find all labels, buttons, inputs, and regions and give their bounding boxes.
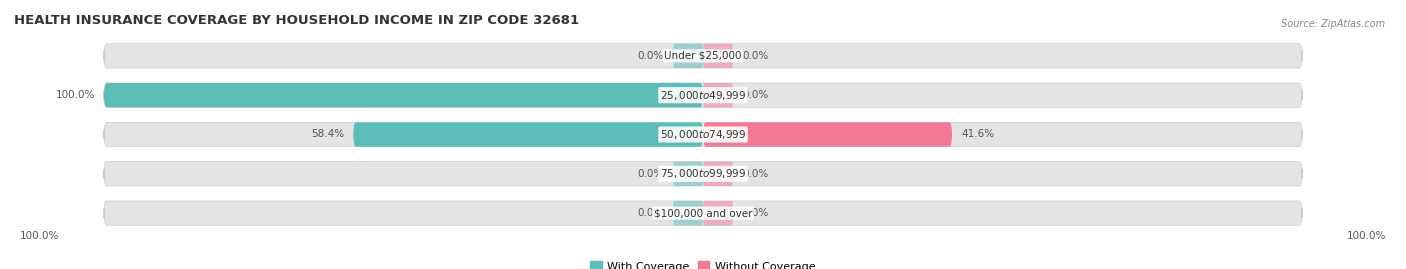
FancyBboxPatch shape [104, 44, 1302, 68]
FancyBboxPatch shape [104, 83, 1302, 107]
Text: 0.0%: 0.0% [638, 208, 664, 218]
Text: $100,000 and over: $100,000 and over [654, 208, 752, 218]
Text: Under $25,000: Under $25,000 [664, 51, 742, 61]
FancyBboxPatch shape [673, 44, 703, 68]
Text: 0.0%: 0.0% [742, 208, 768, 218]
Text: 41.6%: 41.6% [962, 129, 994, 140]
Text: 0.0%: 0.0% [638, 169, 664, 179]
Text: Source: ZipAtlas.com: Source: ZipAtlas.com [1281, 19, 1385, 29]
Text: 58.4%: 58.4% [311, 129, 344, 140]
FancyBboxPatch shape [104, 201, 1302, 225]
FancyBboxPatch shape [673, 201, 703, 225]
Text: HEALTH INSURANCE COVERAGE BY HOUSEHOLD INCOME IN ZIP CODE 32681: HEALTH INSURANCE COVERAGE BY HOUSEHOLD I… [14, 14, 579, 27]
FancyBboxPatch shape [673, 162, 703, 186]
FancyBboxPatch shape [353, 122, 703, 147]
Text: $50,000 to $74,999: $50,000 to $74,999 [659, 128, 747, 141]
Text: 0.0%: 0.0% [742, 51, 768, 61]
Text: 100.0%: 100.0% [1347, 231, 1386, 241]
FancyBboxPatch shape [703, 83, 733, 107]
Text: $75,000 to $99,999: $75,000 to $99,999 [659, 167, 747, 180]
FancyBboxPatch shape [703, 201, 733, 225]
Text: 0.0%: 0.0% [742, 169, 768, 179]
FancyBboxPatch shape [104, 122, 1302, 147]
FancyBboxPatch shape [703, 122, 952, 147]
Text: 0.0%: 0.0% [638, 51, 664, 61]
FancyBboxPatch shape [703, 162, 733, 186]
FancyBboxPatch shape [104, 83, 703, 107]
Text: 100.0%: 100.0% [56, 90, 96, 100]
Legend: With Coverage, Without Coverage: With Coverage, Without Coverage [586, 257, 820, 269]
Text: 0.0%: 0.0% [742, 90, 768, 100]
FancyBboxPatch shape [703, 44, 733, 68]
FancyBboxPatch shape [104, 162, 1302, 186]
Text: $25,000 to $49,999: $25,000 to $49,999 [659, 89, 747, 102]
Text: 100.0%: 100.0% [20, 231, 59, 241]
